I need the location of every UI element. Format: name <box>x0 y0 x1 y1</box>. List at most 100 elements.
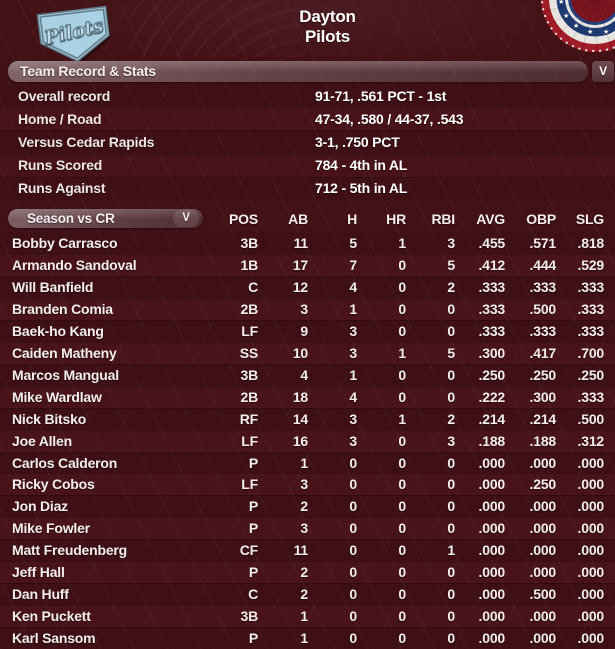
player-avg: .412 <box>478 256 506 273</box>
player-name[interactable]: Branden Comia <box>12 300 113 317</box>
svg-text:★: ★ <box>587 28 593 36</box>
player-name[interactable]: Ken Puckett <box>12 608 91 625</box>
player-h: 5 <box>349 234 357 251</box>
player-name[interactable]: Jeff Hall <box>12 564 65 581</box>
player-name[interactable]: Ricky Cobos <box>12 476 95 493</box>
player-h: 0 <box>349 630 357 647</box>
player-name[interactable]: Bobby Carrasco <box>12 234 118 251</box>
player-ab: 10 <box>292 344 308 361</box>
player-row[interactable]: Matt Freudenberg CF 11 0 0 1 .000 .000 .000 <box>0 539 615 562</box>
player-name[interactable]: Caiden Matheny <box>12 344 117 361</box>
player-name[interactable]: Marcos Mangual <box>12 366 119 383</box>
player-avg: .000 <box>478 542 506 559</box>
player-row[interactable]: Armando Sandoval 1B 17 7 0 5 .412 .444 .529 <box>0 253 615 276</box>
player-name[interactable]: Mike Fowler <box>12 520 90 537</box>
player-hr: 0 <box>398 300 406 317</box>
player-slg: .333 <box>577 278 605 295</box>
column-header-obp[interactable]: OBP <box>526 210 556 227</box>
player-rbi: 5 <box>447 344 455 361</box>
player-rbi: 0 <box>447 322 455 339</box>
player-ab: 3 <box>300 520 308 537</box>
player-pos: P <box>248 454 258 471</box>
player-avg: .250 <box>478 366 506 383</box>
player-h: 0 <box>349 608 357 625</box>
svg-text:★: ★ <box>558 0 564 6</box>
player-h: 0 <box>349 586 357 603</box>
player-row[interactable]: Jon Diaz P 2 0 0 0 .000 .000 .000 <box>0 495 615 518</box>
player-h: 3 <box>349 432 357 449</box>
player-row[interactable]: Caiden Matheny SS 10 3 1 5 .300 .417 .700 <box>0 341 615 364</box>
player-row[interactable]: Karl Sansom P 1 0 0 0 .000 .000 .000 <box>0 627 615 649</box>
player-avg: .333 <box>478 322 506 339</box>
player-obp: .000 <box>529 608 557 625</box>
player-row[interactable]: Joe Allen LF 16 3 0 3 .188 .188 .312 <box>0 429 615 452</box>
player-ab: 12 <box>292 278 308 295</box>
stat-label: Versus Cedar Rapids <box>18 134 155 150</box>
record-panel-chevron-button[interactable]: V <box>592 61 614 82</box>
column-header-slg[interactable]: SLG <box>575 210 604 227</box>
player-name[interactable]: Baek-ho Kang <box>12 322 104 339</box>
player-hr: 0 <box>398 520 406 537</box>
record-panel-dropdown[interactable]: Team Record & Stats <box>8 61 588 82</box>
player-ab: 3 <box>300 476 308 493</box>
player-row[interactable]: Mike Fowler P 3 0 0 0 .000 .000 .000 <box>0 517 615 540</box>
player-obp: .300 <box>529 388 557 405</box>
player-pos: LF <box>241 432 258 449</box>
player-ab: 11 <box>293 542 309 559</box>
player-row[interactable]: Ricky Cobos LF 3 0 0 0 .000 .250 .000 <box>0 473 615 496</box>
patriotic-bunting-icon: ★ ★ ★ ★ ★ ★ <box>541 0 615 53</box>
player-name[interactable]: Mike Wardlaw <box>12 388 102 405</box>
player-avg: .000 <box>478 498 506 515</box>
player-row[interactable]: Ken Puckett 3B 1 0 0 0 .000 .000 .000 <box>0 605 615 628</box>
player-name[interactable]: Carlos Calderon <box>12 454 118 471</box>
column-header-ab[interactable]: AB <box>288 210 308 227</box>
player-rbi: 0 <box>447 476 455 493</box>
player-slg: .000 <box>577 476 605 493</box>
column-header-rbi[interactable]: RBI <box>431 210 455 227</box>
record-rows: Overall record 91-71, .561 PCT - 1st Home … <box>0 84 615 201</box>
season-selector-dropdown[interactable]: Season vs CR V <box>8 209 203 228</box>
player-obp: .214 <box>529 410 557 427</box>
player-name[interactable]: Jon Diaz <box>12 498 68 515</box>
player-row[interactable]: Mike Wardlaw 2B 18 4 0 0 .222 .300 .333 <box>0 385 615 408</box>
player-row[interactable]: Nick Bitsko RF 14 3 1 2 .214 .214 .500 <box>0 407 615 430</box>
column-header-pos[interactable]: POS <box>229 210 258 227</box>
player-name[interactable]: Matt Freudenberg <box>12 542 128 559</box>
player-name[interactable]: Nick Bitsko <box>12 410 87 427</box>
column-header-hr[interactable]: HR <box>386 210 406 227</box>
player-rbi: 2 <box>447 278 455 295</box>
player-row[interactable]: Branden Comia 2B 3 1 0 0 .333 .500 .333 <box>0 297 615 320</box>
player-pos: LF <box>241 476 258 493</box>
player-row[interactable]: Bobby Carrasco 3B 11 5 1 3 .455 .571 .818 <box>0 232 615 254</box>
player-hr: 0 <box>398 388 406 405</box>
player-row[interactable]: Marcos Mangual 3B 4 1 0 0 .250 .250 .250 <box>0 363 615 386</box>
player-avg: .300 <box>478 344 506 361</box>
player-name[interactable]: Karl Sansom <box>12 630 96 647</box>
player-name[interactable]: Armando Sandoval <box>12 256 137 273</box>
stat-row: Home / Road 47-34, .580 / 44-37, .543 <box>0 107 615 131</box>
player-row[interactable]: Carlos Calderon P 1 0 0 0 .000 .000 .000 <box>0 451 615 474</box>
svg-text:★: ★ <box>573 22 579 30</box>
player-pos: 1B <box>240 256 259 273</box>
player-name[interactable]: Dan Huff <box>12 586 69 603</box>
player-row[interactable]: Baek-ho Kang LF 9 3 0 0 .333 .333 .333 <box>0 319 615 342</box>
chevron-down-icon: V <box>599 64 607 78</box>
player-name[interactable]: Joe Allen <box>12 432 72 449</box>
player-row[interactable]: Jeff Hall P 2 0 0 0 .000 .000 .000 <box>0 561 615 584</box>
column-header-h[interactable]: H <box>347 210 357 227</box>
team-name: Pilots <box>304 27 351 46</box>
stat-label: Overall record <box>18 87 111 104</box>
player-avg: .333 <box>478 278 506 295</box>
player-row[interactable]: Will Banfield C 12 4 0 2 .333 .333 .333 <box>0 275 615 298</box>
stat-value: 91-71, .561 PCT - 1st <box>315 87 447 104</box>
player-avg: .000 <box>478 564 506 581</box>
player-row[interactable]: Dan Huff C 2 0 0 0 .000 .500 .000 <box>0 583 615 606</box>
record-panel-title: Team Record & Stats <box>20 63 156 79</box>
player-ab: 16 <box>292 432 308 449</box>
svg-text:★: ★ <box>563 12 569 20</box>
player-slg: .000 <box>577 542 605 559</box>
column-header-avg[interactable]: AVG <box>476 210 505 227</box>
player-name[interactable]: Will Banfield <box>12 278 94 295</box>
player-slg: .312 <box>577 432 605 449</box>
